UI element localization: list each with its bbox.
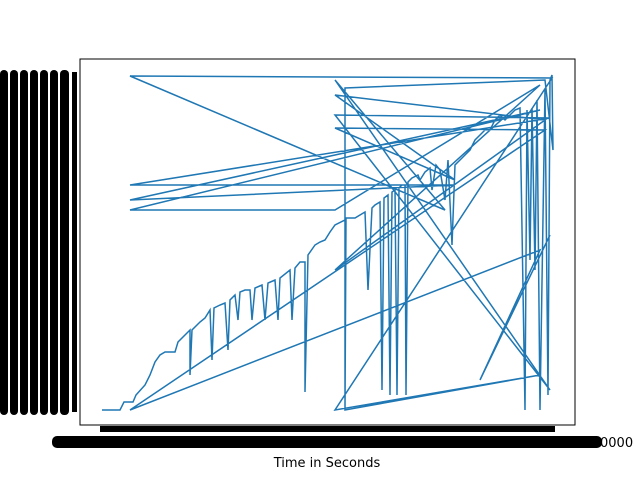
label-smear — [52, 436, 602, 448]
label-smear — [60, 70, 69, 415]
label-smear — [40, 70, 48, 415]
tick-smear — [100, 426, 555, 432]
overlapping-x-tick-labels — [52, 426, 602, 448]
label-smear — [10, 70, 18, 415]
tick-smear — [72, 72, 77, 412]
label-smear — [50, 70, 58, 415]
plot-frame — [79, 58, 576, 426]
label-smear — [30, 70, 38, 415]
x-axis-label: Time in Seconds — [273, 456, 381, 471]
label-fragment: 0000 — [600, 436, 633, 451]
data-line — [102, 74, 554, 412]
label-smear — [20, 70, 28, 415]
label-smear — [0, 70, 8, 415]
overlapping-y-tick-labels — [0, 70, 77, 415]
